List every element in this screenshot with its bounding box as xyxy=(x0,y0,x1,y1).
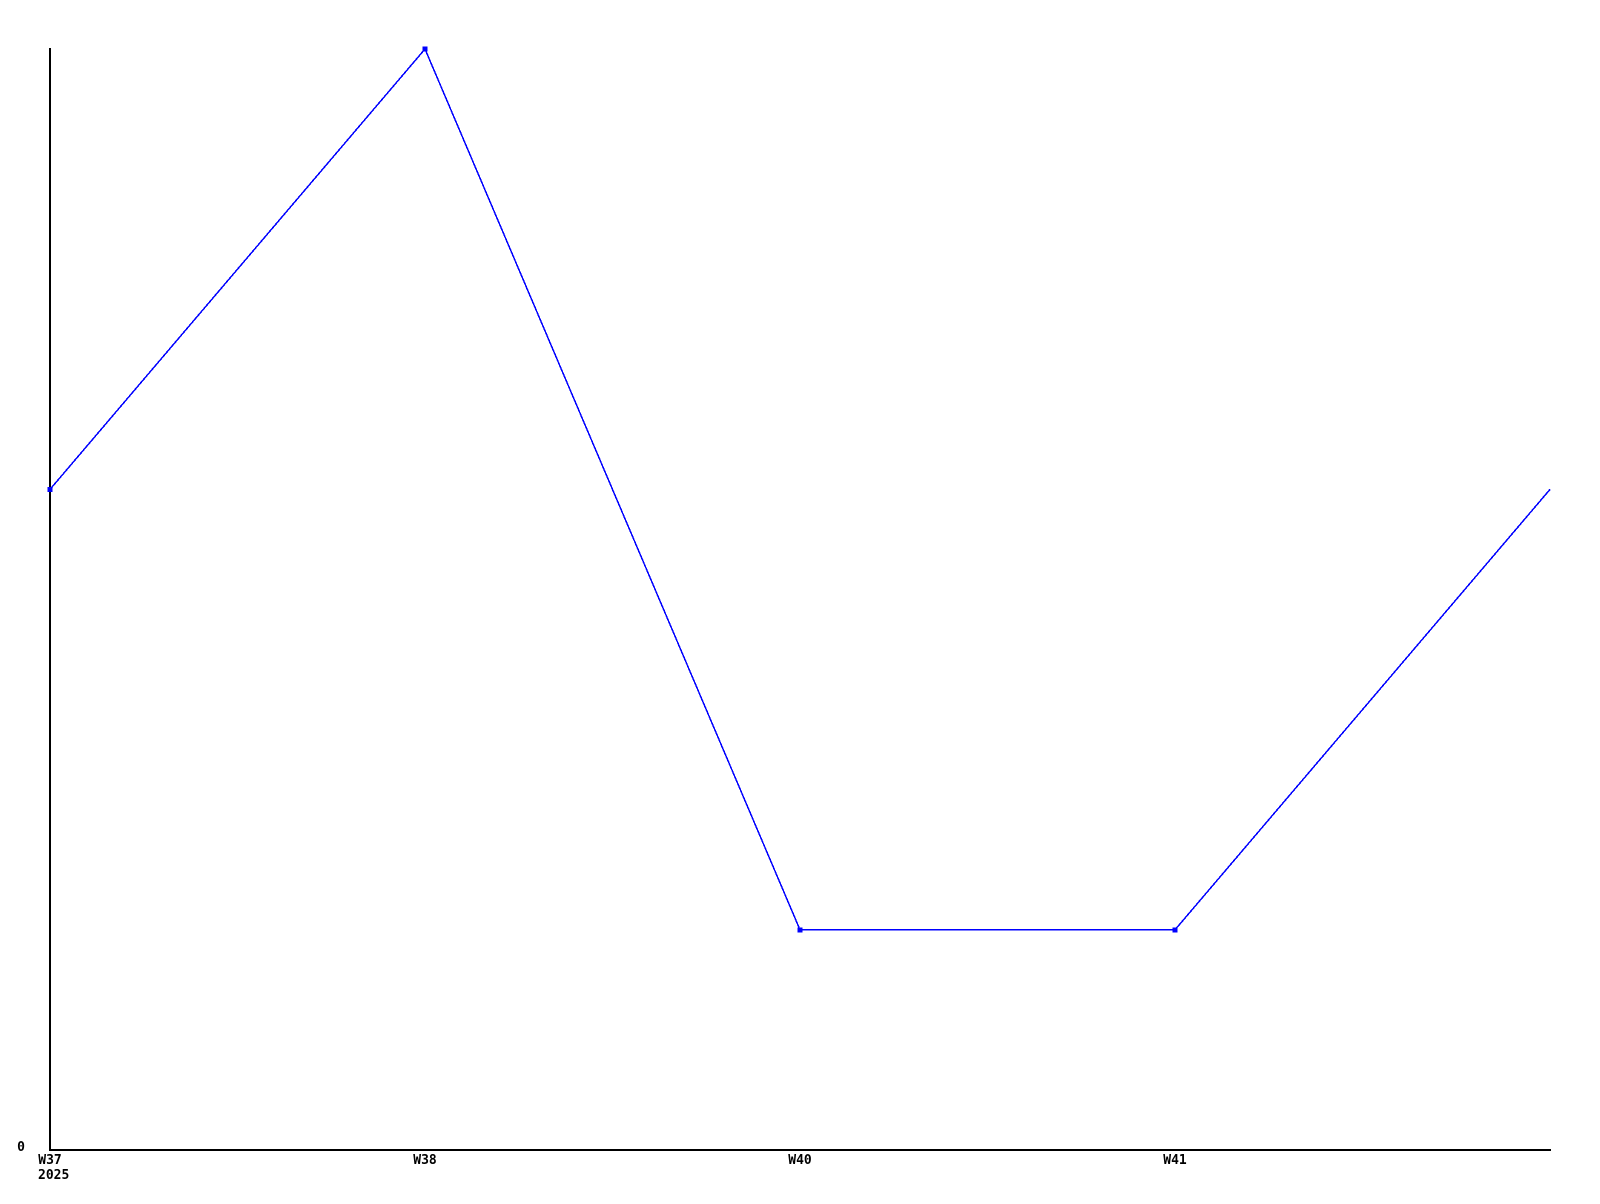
x-tick-label: W41 xyxy=(1163,1153,1187,1168)
x-tick-label: W38 xyxy=(413,1153,437,1168)
data-point-marker xyxy=(47,486,53,492)
x-tick-label: W40 xyxy=(788,1153,812,1168)
data-point-marker xyxy=(422,46,428,52)
data-point-marker xyxy=(797,927,803,933)
data-line xyxy=(49,47,1551,931)
x-axis-year-label: 2025 xyxy=(38,1168,69,1183)
data-point-marker xyxy=(1172,927,1178,933)
x-tick-label: W37 xyxy=(38,1153,61,1168)
y-tick-label: 0 xyxy=(17,1140,25,1155)
